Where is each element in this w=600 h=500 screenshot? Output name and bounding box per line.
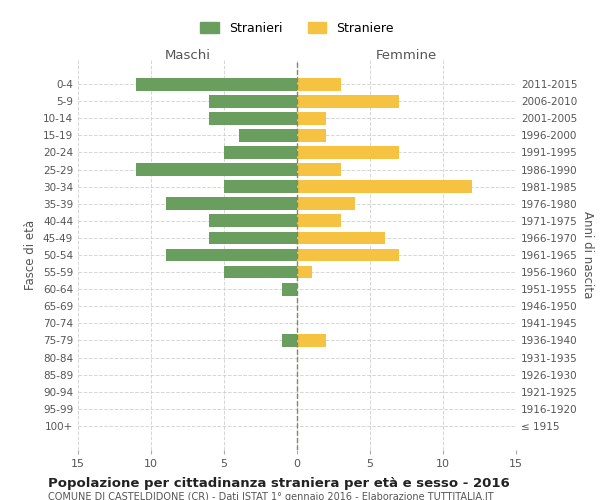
Bar	[297, 163, 341, 176]
Bar	[297, 129, 326, 142]
Bar	[209, 214, 297, 227]
Text: Femmine: Femmine	[376, 49, 437, 62]
Bar	[209, 232, 297, 244]
Bar	[297, 146, 399, 159]
Bar	[297, 180, 472, 193]
Text: Popolazione per cittadinanza straniera per età e sesso - 2016: Popolazione per cittadinanza straniera p…	[48, 478, 510, 490]
Bar	[297, 78, 341, 90]
Bar	[136, 163, 297, 176]
Legend: Stranieri, Straniere: Stranieri, Straniere	[194, 16, 400, 41]
Bar	[297, 266, 311, 278]
Bar	[166, 198, 297, 210]
Bar	[297, 248, 399, 262]
Bar	[209, 112, 297, 124]
Text: COMUNE DI CASTELDIDONE (CR) - Dati ISTAT 1° gennaio 2016 - Elaborazione TUTTITAL: COMUNE DI CASTELDIDONE (CR) - Dati ISTAT…	[48, 492, 494, 500]
Bar	[297, 214, 341, 227]
Bar	[283, 334, 297, 347]
Bar	[224, 266, 297, 278]
Y-axis label: Anni di nascita: Anni di nascita	[581, 212, 594, 298]
Y-axis label: Fasce di età: Fasce di età	[25, 220, 37, 290]
Bar	[166, 248, 297, 262]
Bar	[297, 112, 326, 124]
Bar	[136, 78, 297, 90]
Bar	[239, 129, 297, 142]
Bar	[209, 95, 297, 108]
Bar	[224, 146, 297, 159]
Bar	[283, 283, 297, 296]
Bar	[297, 232, 385, 244]
Bar	[224, 180, 297, 193]
Text: Maschi: Maschi	[164, 49, 211, 62]
Bar	[297, 95, 399, 108]
Bar	[297, 334, 326, 347]
Bar	[297, 198, 355, 210]
